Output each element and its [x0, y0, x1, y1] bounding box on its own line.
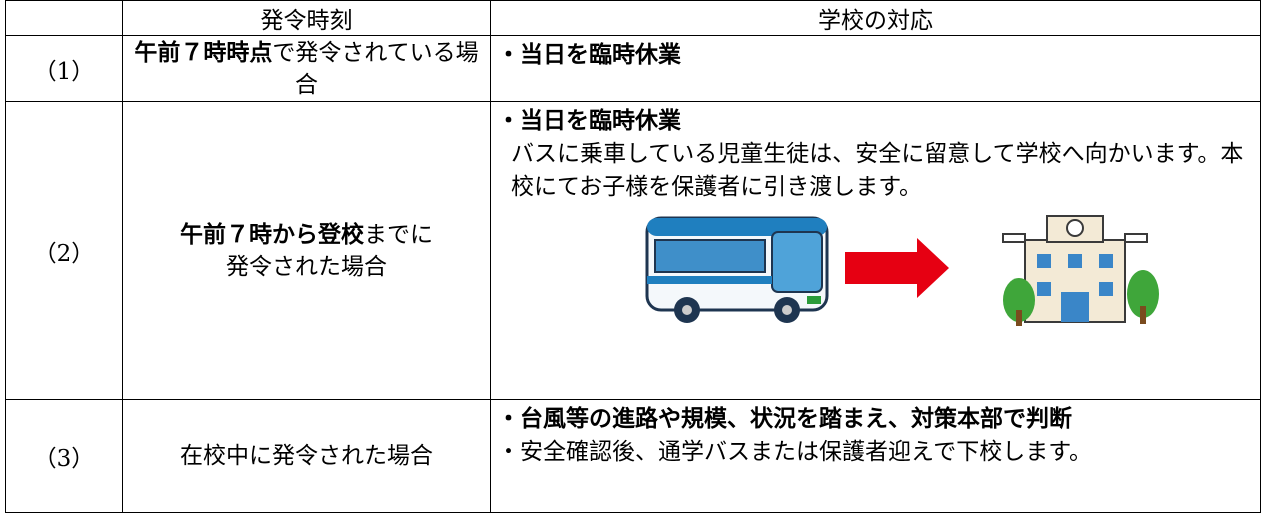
text-segment: 午前７時から登校 [180, 220, 364, 248]
paragraph: 午前７時から登校までに [123, 219, 490, 251]
text-segment: ・安全確認後、通学バスまたは保護者迎えで下校します。 [497, 439, 1093, 465]
row: （1） 午前７時時点で発令されている場合 ・当日を臨時休業 [5, 35, 1261, 102]
text-segment: 発令された場合 [226, 253, 387, 280]
text-segment: ・当日を臨時休業 [497, 41, 681, 68]
bus [645, 216, 829, 323]
text-segment: ・台風等の進路や規模、状況を踏まえ、対策本部で判断 [497, 405, 1072, 432]
text-segment: までに [364, 221, 433, 248]
paragraph: バスに乗車している児童生徒は、安全に留意して学校へ向かいます。本校にてお子様を保… [497, 138, 1254, 204]
response-cell: ・当日を臨時休業バスに乗車している児童生徒は、安全に留意して学校へ向かいます。本… [490, 101, 1261, 400]
paragraph: ・台風等の進路や規模、状況を踏まえ、対策本部で判断 [497, 402, 1254, 436]
row: （2） 午前７時から登校までに 発令された場合 ・当日を臨時休業 バスに乗車している… [5, 101, 1261, 400]
header-cell [5, 0, 123, 36]
paragraph: 在校中に発令された場合 [123, 440, 490, 472]
response-cell: ・当日を臨時休業 [490, 35, 1261, 102]
bus-to-school-illustration [645, 215, 1159, 326]
school [1002, 215, 1159, 326]
row-label: （2） [5, 101, 123, 400]
arrow [845, 238, 949, 298]
paragraph: ・安全確認後、通学バスまたは保護者迎えで下校します。 [497, 436, 1254, 469]
timing-cell: 在校中に発令された場合 [122, 399, 491, 513]
header-cell: 学校の対応 [490, 0, 1261, 36]
paragraph: 発令された場合 [123, 251, 490, 283]
text-segment: 午前７時時点 [134, 38, 273, 66]
row-label: （1） [5, 35, 123, 102]
text-segment: ・当日を臨時休業 [497, 107, 681, 134]
timing-cell: 午前７時時点で発令されている場合 [122, 35, 491, 102]
response-cell: ・台風等の進路や規模、状況を踏まえ、対策本部で判断 ・安全確認後、通学バスまたは保… [490, 399, 1261, 513]
header-cell: 発令時刻 [122, 0, 491, 36]
row: （3） 在校中に発令された場合 ・台風等の進路や規模、状況を踏まえ、対策本部で判… [5, 399, 1261, 513]
row-label: （3） [5, 399, 123, 513]
text-segment: バスに乗車している児童生徒は、安全に留意して学校へ向かいます。本校にてお子様を保… [511, 141, 1244, 200]
paragraph: ・当日を臨時休業 [497, 104, 1254, 138]
header-row: 発令時刻 学校の対応 [5, 0, 1261, 36]
text-segment: で発令されている場合 [272, 39, 479, 98]
timing-cell: 午前７時から登校までに 発令された場合 [122, 101, 491, 400]
alert-table: 発令時刻 学校の対応 （1） 午前７時時点で発令されている場合 ・当日を臨時休業… [5, 0, 1261, 513]
paragraph: 午前７時時点で発令されている場合 [123, 37, 490, 101]
text-segment: 在校中に発令された場合 [180, 443, 433, 469]
paragraph: ・当日を臨時休業 [497, 38, 1254, 72]
